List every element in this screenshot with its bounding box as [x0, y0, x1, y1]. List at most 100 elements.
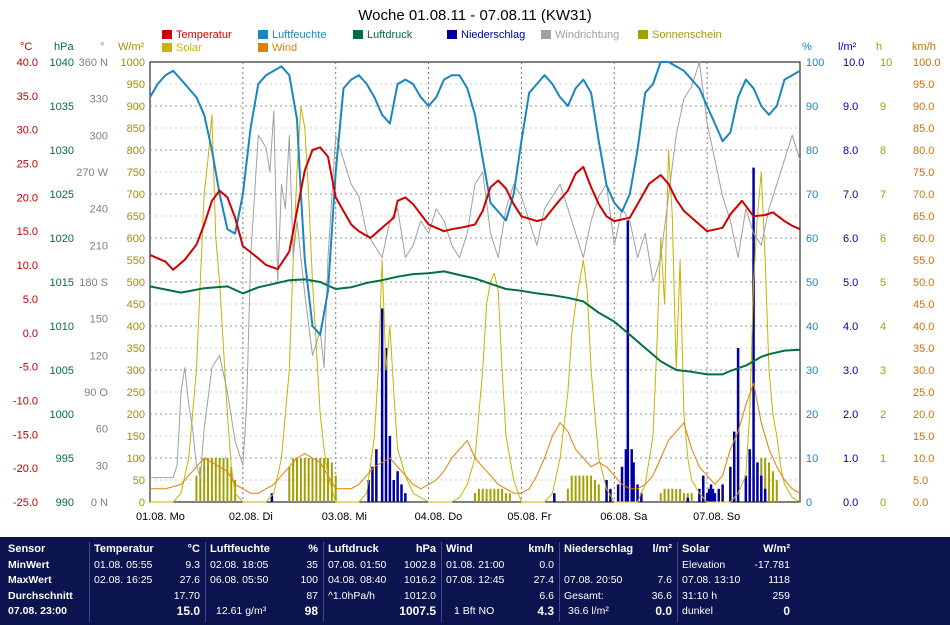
rain-bar	[636, 484, 639, 502]
legend-swatch	[353, 30, 363, 39]
wind-tick-label: 35.0	[913, 343, 934, 355]
sun-tick-label: 8	[880, 145, 886, 157]
rain-tick-label: 4.0	[843, 321, 858, 333]
press-min-date: 07.08. 01:50	[328, 558, 387, 571]
sun-tick-label: 7	[880, 189, 886, 201]
rain-total-label: Gesamt:	[564, 589, 604, 602]
sunshine-bar	[771, 471, 774, 502]
stats-wind-column: Wind km/h 01.08. 21:00 0.0 07.08. 12:45 27.…	[441, 542, 558, 622]
solar-tick-label: 0	[139, 497, 145, 509]
sunshine-bar	[497, 488, 500, 502]
sunshine-bar	[489, 488, 492, 502]
wind-tick-label: 55.0	[913, 255, 934, 267]
sunshine-bar	[319, 458, 322, 502]
temp-tick-label: 0.0	[23, 328, 38, 340]
sunshine-bar	[570, 475, 573, 502]
pressure-tick-label: 1020	[50, 233, 74, 245]
sunshine-bar	[582, 475, 585, 502]
temp-max-date: 02.08. 16:25	[94, 574, 153, 586]
sun-tick-label: 10	[880, 57, 892, 69]
sun-tick-label: 3	[880, 365, 886, 377]
humidity-tick-label: 20	[806, 409, 818, 421]
legend-swatch	[638, 30, 648, 39]
solar-tick-label: 150	[127, 431, 145, 443]
solar-tick-label: 450	[127, 299, 145, 311]
solar-tick-label: 100	[127, 453, 145, 465]
solar-tick-label: 600	[127, 233, 145, 245]
wdir-tick-label: 210	[90, 240, 108, 252]
wind-tick-label: 100.0	[913, 57, 941, 69]
wind-speed-line	[150, 382, 801, 494]
solar-tick-label: 250	[127, 387, 145, 399]
hum-min-date: 02.08. 18:05	[210, 558, 269, 571]
temp-current-value: 15.0	[176, 604, 200, 618]
legend-swatch	[258, 30, 268, 39]
legend-label: Luftfeuchte	[272, 29, 326, 41]
sunshine-bar	[214, 458, 217, 502]
wind-unit-label: km/h	[912, 41, 936, 53]
wdir-tick-label: 330	[90, 94, 108, 106]
avg-row-label: Durchschnitt	[8, 589, 73, 602]
legend-label: Sonnenschein	[652, 29, 722, 41]
chart-title: Woche 01.08.11 - 07.08.11 (KW31)	[358, 7, 591, 24]
rain-bar	[709, 484, 713, 502]
temp-tick-label: 35.0	[17, 91, 38, 103]
sunshine-bar	[307, 458, 310, 502]
sunshine-bar	[659, 493, 662, 502]
wdir-tick-label: 180 S	[79, 277, 108, 289]
temp-tick-label: -5.0	[19, 362, 38, 374]
rain-bar	[736, 348, 740, 502]
temp-tick-label: -15.0	[13, 429, 38, 441]
press-max-value: 1016.2	[403, 574, 436, 586]
sunshine-bar	[303, 458, 306, 502]
wdir-tick-label: 360 N	[79, 57, 108, 69]
rain-tick-label: 6.0	[843, 233, 858, 245]
sunshine-bar	[593, 480, 596, 502]
sunshine-bar	[292, 458, 295, 502]
wind-tick-label: 65.0	[913, 211, 934, 223]
wind-tick-label: 80.0	[913, 145, 934, 157]
rain-bar	[553, 493, 556, 502]
sun-tick-label: 1	[880, 453, 886, 465]
humidity-tick-label: 90	[806, 101, 818, 113]
solar-tick-label: 50	[133, 475, 145, 487]
sunshine-bar	[590, 475, 593, 502]
sunshine-bar	[597, 484, 600, 502]
rain-bar	[404, 493, 407, 502]
sunshine-bar	[578, 475, 581, 502]
x-day-label: 07.08. So	[693, 511, 740, 523]
hum-title: Luftfeuchte	[210, 543, 270, 555]
sunshine-bar	[493, 488, 496, 502]
rain-bar	[626, 220, 630, 502]
sun-tick-label: 0	[880, 497, 886, 509]
wind-tick-label: 70.0	[913, 189, 934, 201]
rain-tick-label: 1.0	[843, 453, 858, 465]
wind-title: Wind	[446, 543, 473, 555]
hum-current-value: 98	[304, 604, 318, 618]
hum-min-value: 35	[306, 558, 318, 571]
rain-bar	[380, 308, 384, 502]
rain-bar	[624, 449, 628, 502]
rain-current-value: 0.0	[655, 604, 672, 618]
pressure-tick-label: 1000	[50, 409, 74, 421]
x-day-label: 05.08. Fr	[507, 511, 551, 523]
sunshine-bar	[210, 458, 213, 502]
wdir-tick-label: 0 N	[91, 497, 108, 509]
rain-period-total: 36.6 l/m²	[568, 605, 609, 617]
sun-unit-label: h	[876, 41, 882, 53]
rain-tick-label: 2.0	[843, 409, 858, 421]
legend-swatch	[162, 43, 172, 52]
sunshine-bar	[315, 458, 318, 502]
temp-tick-label: -10.0	[13, 395, 38, 407]
pressure-tick-label: 1040	[50, 57, 74, 69]
humidity-tick-label: 40	[806, 321, 818, 333]
legend-label: Wind	[272, 42, 297, 54]
solar-tick-label: 300	[127, 365, 145, 377]
pressure-tick-label: 1010	[50, 321, 74, 333]
temp-tick-label: 10.0	[17, 260, 38, 272]
temp-title: Temperatur	[94, 543, 154, 555]
wdir-tick-label: 90 O	[84, 387, 108, 399]
solar-tick-label: 750	[127, 167, 145, 179]
solar-unit: W/m²	[763, 543, 790, 555]
humidity-tick-label: 80	[806, 145, 818, 157]
